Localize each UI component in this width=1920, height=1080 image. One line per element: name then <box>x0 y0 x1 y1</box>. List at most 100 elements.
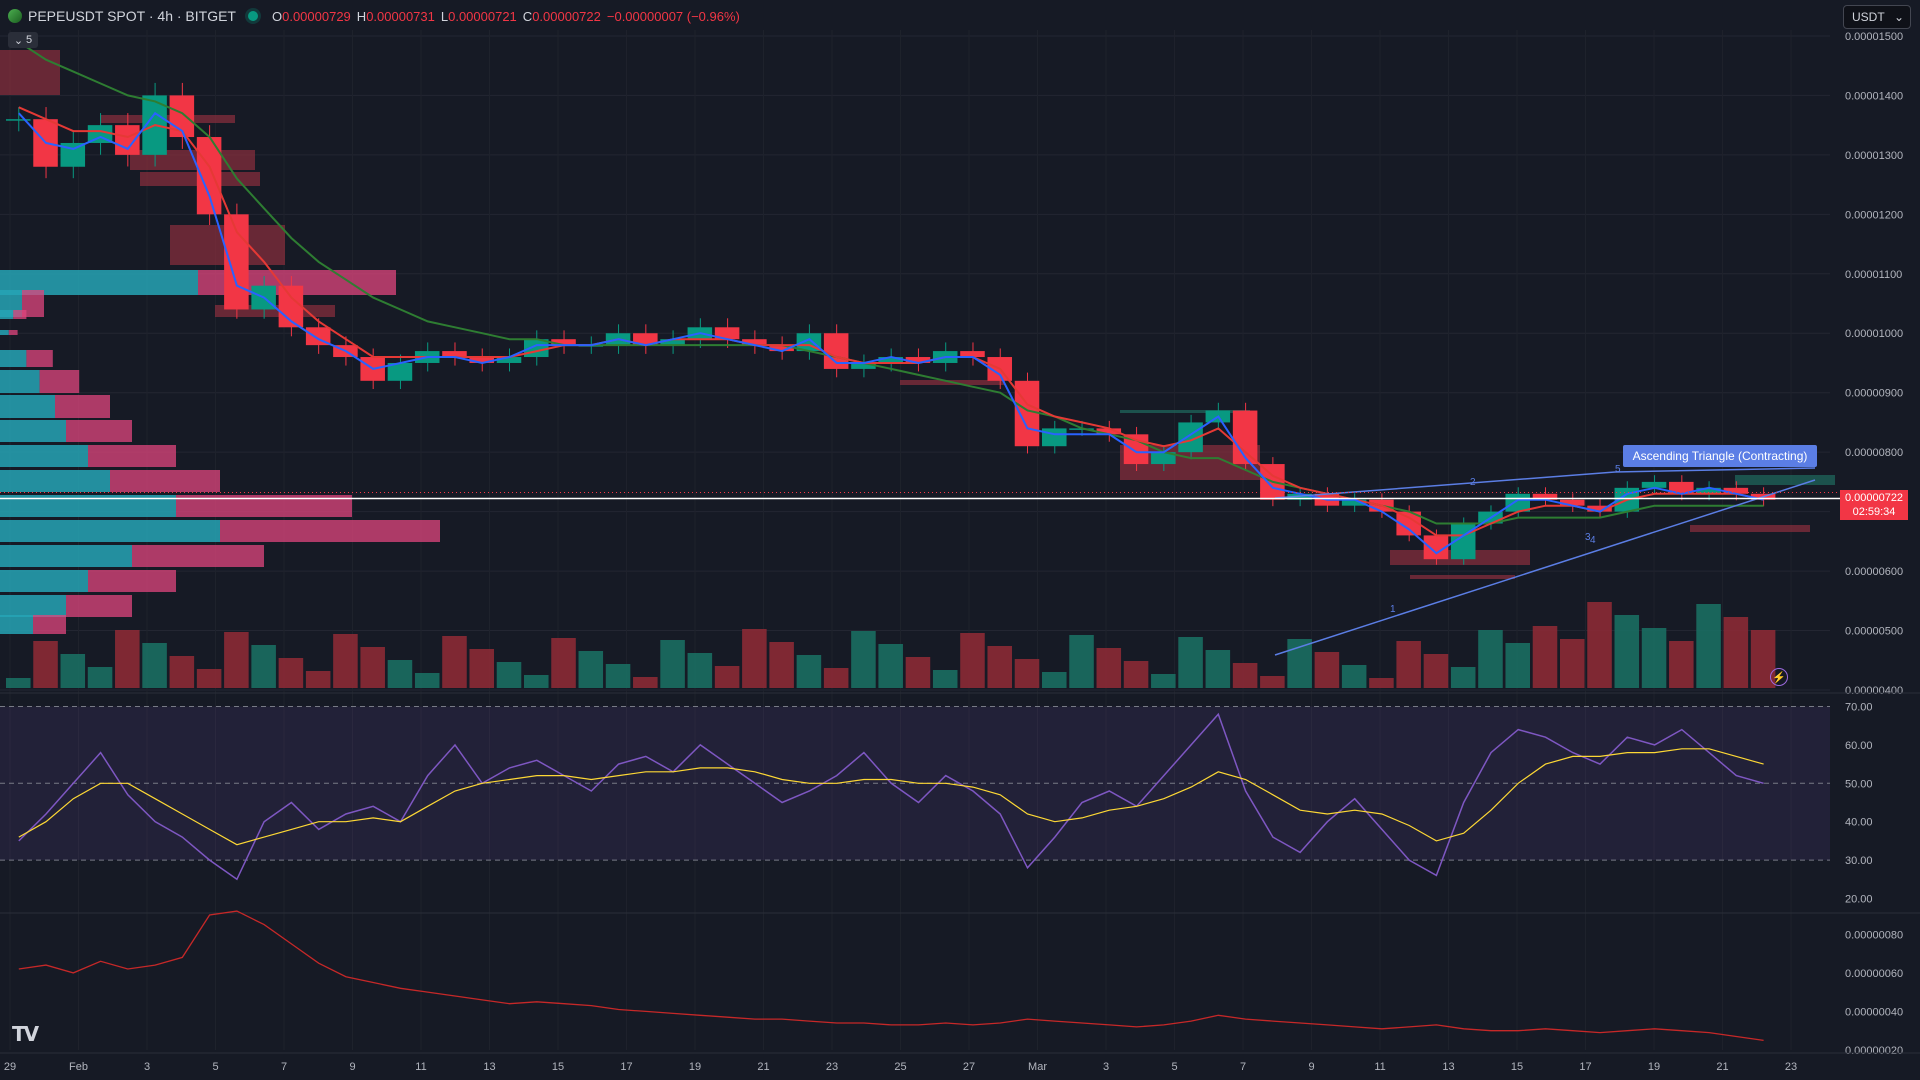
volume-bar <box>142 643 167 688</box>
candle-body <box>1559 499 1585 506</box>
time-axis-label: 19 <box>1648 1061 1660 1073</box>
candle-body <box>1423 535 1449 560</box>
volume-bar <box>1641 628 1667 688</box>
volume-profile-bar <box>8 330 18 335</box>
current-price-value: 0.00000722 <box>1844 492 1904 504</box>
coin-logo-icon <box>8 9 22 23</box>
current-price-tag: 0.00000722 02:59:34 <box>1840 490 1908 520</box>
volume-bar <box>33 641 58 688</box>
volume-bar <box>660 640 685 688</box>
time-axis-label: 11 <box>1374 1061 1385 1073</box>
indicators-toggle-button[interactable]: ⌄ 5 <box>8 32 38 48</box>
volume-profile-bar <box>0 570 88 592</box>
candle-body <box>1151 452 1176 465</box>
volume-bar <box>1532 626 1558 688</box>
time-axis-label: 21 <box>757 1061 769 1073</box>
rsi-axis-label: 40.00 <box>1845 817 1873 829</box>
lightning-icon[interactable]: ⚡ <box>1770 668 1788 686</box>
zone-box <box>0 50 60 95</box>
candle-body <box>1696 487 1721 494</box>
candle-body <box>1014 380 1040 447</box>
volume-bar <box>987 646 1013 688</box>
zone-box <box>1120 410 1250 413</box>
candle-body <box>1669 481 1694 494</box>
volume-profile-bar <box>132 545 264 567</box>
volume-profile-bar <box>0 545 132 567</box>
pattern-label[interactable]: Ascending Triangle (Contracting) <box>1623 445 1817 467</box>
time-axis-label: 13 <box>483 1061 495 1073</box>
volume-bar <box>1314 652 1340 688</box>
volume-profile-bar <box>39 370 80 393</box>
price-axis-label: 0.00001500 <box>1845 31 1903 43</box>
volume-bar <box>469 649 495 688</box>
candle-body <box>551 339 576 346</box>
zone-box <box>1735 475 1835 485</box>
price-axis-label: 0.00001000 <box>1845 328 1903 340</box>
ema-fast-line <box>18 111 1764 555</box>
volume-bar <box>196 669 222 688</box>
volume-profile-bar <box>13 310 27 319</box>
time-axis-label: 5 <box>1171 1061 1177 1073</box>
price-axis-label: 0.00000600 <box>1845 566 1903 578</box>
candle-body <box>769 345 794 352</box>
rsi-line <box>18 712 1764 881</box>
volume-bar <box>414 673 440 688</box>
tradingview-logo[interactable]: TV <box>12 1022 39 1046</box>
time-axis-label: 3 <box>144 1061 150 1073</box>
currency-select[interactable]: USDT ⌄ <box>1843 5 1911 29</box>
candle-body <box>469 357 495 363</box>
volume-bar <box>442 636 467 688</box>
lower-indicator-line <box>18 910 1764 1042</box>
price-axis-label: 0.00000800 <box>1845 447 1903 459</box>
time-axis-label: 5 <box>212 1061 218 1073</box>
volume-bar <box>1369 678 1394 688</box>
volume-profile-bar <box>33 615 66 634</box>
volume-bar <box>1669 641 1694 688</box>
volume-profile-bar <box>0 520 220 542</box>
volume-bar <box>1205 650 1231 688</box>
candle-body <box>851 362 876 369</box>
indicator-count: 5 <box>26 34 33 46</box>
candle-body <box>1041 428 1067 447</box>
volume-profile-bar <box>0 595 66 617</box>
time-axis-label: Feb <box>69 1061 88 1073</box>
candle-body <box>1396 511 1421 536</box>
lower-axis-label: 0.00000080 <box>1845 929 1903 941</box>
time-axis-label: 9 <box>1308 1061 1314 1073</box>
volume-bar <box>1723 617 1749 688</box>
lower-axis-label: 0.00000060 <box>1845 968 1903 980</box>
price-axis-label: 0.00000500 <box>1845 626 1903 638</box>
price-axis-label: 0.00001200 <box>1845 209 1903 221</box>
candle-body <box>1341 499 1367 506</box>
bar-countdown: 02:59:34 <box>1852 506 1896 518</box>
lower-axis-label: 0.00000020 <box>1845 1045 1903 1057</box>
volume-bar <box>1260 676 1285 688</box>
candle-body <box>660 339 685 346</box>
volume-profile-bar <box>66 420 132 442</box>
volume-profile-bar <box>0 395 55 418</box>
ema-slow-line <box>18 41 1764 525</box>
time-axis-label: 11 <box>415 1061 426 1073</box>
rsi-axis-label: 70.00 <box>1845 702 1873 714</box>
time-axis-label: 15 <box>1511 1061 1523 1073</box>
candle-body <box>1096 428 1122 435</box>
time-axis-label: 23 <box>1785 1061 1797 1073</box>
rsi-ma-line <box>18 748 1764 846</box>
volume-profile-bar <box>0 330 9 335</box>
volume-profile-bar <box>88 445 176 467</box>
rsi-axis-label: 20.00 <box>1845 893 1873 905</box>
volume-profile-bar <box>0 470 110 492</box>
pattern-lower-line <box>1274 479 1816 656</box>
candle-body <box>905 357 931 363</box>
volume-profile-bar <box>176 495 352 517</box>
volume-bar <box>742 629 767 688</box>
volume-profile-bar <box>220 520 440 542</box>
candle-body <box>60 142 86 167</box>
volume-bar <box>1559 639 1585 688</box>
candle-body <box>496 357 522 363</box>
volume-bar <box>333 634 358 688</box>
ohlc-high: H0.00000731 <box>356 8 435 24</box>
volume-bar <box>551 638 576 688</box>
symbol-title[interactable]: PEPEUSDT SPOT · 4h · BITGET <box>28 8 236 24</box>
